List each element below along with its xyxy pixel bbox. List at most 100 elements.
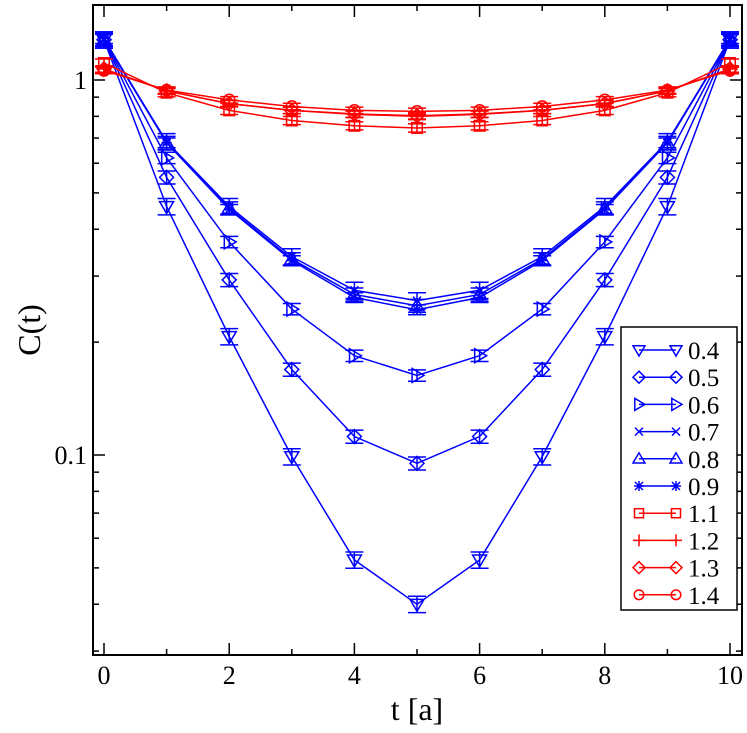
- legend: 0.40.50.60.70.80.91.11.21.31.4: [620, 326, 738, 611]
- marker-star: [599, 204, 610, 215]
- marker-triangle-down: [533, 450, 551, 466]
- marker-triangle-right: [473, 347, 489, 365]
- marker-circle: [670, 589, 682, 601]
- legend-label: 0.6: [688, 392, 719, 419]
- marker-circle: [160, 83, 173, 97]
- marker-diamond: [659, 169, 676, 186]
- marker-diamond: [158, 169, 175, 186]
- series-line: [103, 39, 731, 377]
- marker-triangle-down: [220, 330, 238, 345]
- y-tick-label: 0.1: [55, 441, 88, 470]
- axis-ticks: 0 2 4 6 8 10 0.1 1: [55, 5, 743, 690]
- legend-label: 1.3: [688, 556, 719, 583]
- marker-star: [662, 137, 673, 148]
- marker-triangle-down: [668, 345, 684, 358]
- x-tick-label: 4: [348, 661, 361, 690]
- marker-circle: [410, 104, 424, 118]
- error-bar: [282, 102, 301, 111]
- marker-diamond: [283, 361, 300, 378]
- x-tick-label: 10: [717, 661, 743, 690]
- marker-triangle-right: [160, 149, 176, 167]
- marker-square: [670, 507, 682, 519]
- marker-diamond: [346, 428, 363, 445]
- marker-circle: [535, 100, 549, 113]
- error-bar: [533, 102, 552, 111]
- series-0.9: [95, 32, 739, 316]
- legend-label: 1.2: [688, 528, 719, 555]
- legend-label: 0.8: [688, 447, 719, 474]
- marker-circle: [222, 93, 236, 107]
- series-line: [103, 39, 731, 302]
- legend-entry: 1.1: [633, 501, 719, 528]
- error-bar: [658, 86, 677, 95]
- marker-plus: [670, 534, 682, 547]
- error-bar: [95, 66, 113, 75]
- series-line: [103, 39, 731, 307]
- legend-label: 0.9: [688, 474, 719, 501]
- marker-circle: [598, 93, 612, 107]
- marker-triangle-right: [223, 233, 238, 251]
- y-axis-label: C(t): [11, 304, 47, 356]
- marker-triangle-down: [471, 554, 488, 569]
- marker-diamond: [346, 105, 363, 122]
- marker-diamond: [408, 455, 426, 472]
- x-tick-label: 0: [98, 661, 111, 690]
- legend-entry: 0.6: [634, 392, 719, 419]
- marker-triangle-right: [348, 347, 363, 365]
- marker-triangle-down: [596, 330, 614, 345]
- marker-plus: [633, 534, 645, 547]
- series-0.4: [95, 31, 739, 614]
- marker-star: [634, 481, 644, 491]
- x-tick-label: 2: [223, 661, 236, 690]
- legend-entry: 0.9: [634, 474, 719, 501]
- marker-triangle-down: [408, 598, 426, 613]
- error-bar: [470, 106, 489, 115]
- marker-diamond: [631, 370, 647, 385]
- marker-diamond: [596, 271, 613, 288]
- marker-diamond: [534, 361, 551, 378]
- marker-x: [634, 427, 644, 437]
- marker-triangle-right: [599, 233, 614, 251]
- legend-entry: 1.3: [631, 556, 719, 583]
- marker-diamond: [221, 271, 238, 288]
- y-tick-label: 1: [74, 66, 87, 95]
- marker-triangle-right: [671, 397, 684, 412]
- marker-circle: [633, 589, 645, 601]
- legend-label: 0.5: [688, 365, 719, 392]
- marker-diamond: [631, 560, 647, 575]
- marker-star: [412, 304, 422, 315]
- legend-entry: 1.4: [633, 583, 720, 610]
- marker-triangle-down: [346, 554, 363, 569]
- legend-label: 0.7: [688, 420, 719, 447]
- legend-label: 0.4: [688, 338, 720, 365]
- marker-triangle-right: [661, 149, 676, 167]
- marker-star: [349, 292, 360, 303]
- x-tick-label: 8: [598, 661, 611, 690]
- marker-triangle-up: [631, 451, 647, 464]
- series-1.4: [95, 64, 739, 118]
- error-bar: [595, 95, 614, 104]
- marker-triangle-right: [286, 300, 301, 318]
- x-axis-label: t [a]: [391, 691, 443, 727]
- error-bar: [721, 66, 739, 75]
- marker-star: [286, 255, 297, 266]
- marker-star: [725, 33, 735, 44]
- marker-star: [537, 255, 548, 266]
- series-0.8: [95, 31, 739, 314]
- legend-label: 1.1: [688, 501, 719, 528]
- marker-diamond: [668, 560, 684, 575]
- error-bar: [220, 95, 239, 104]
- marker-triangle-up: [668, 451, 684, 464]
- legend-entry: 0.5: [631, 365, 719, 392]
- legend-entry: 0.7: [634, 420, 719, 447]
- error-bar: [157, 86, 176, 95]
- marker-star: [474, 292, 485, 303]
- marker-circle: [348, 103, 361, 117]
- legend-entry: 0.4: [631, 338, 720, 365]
- error-bar: [345, 106, 364, 115]
- marker-triangle-right: [411, 367, 426, 384]
- marker-triangle-right: [536, 300, 551, 318]
- plot-marks: [95, 31, 739, 614]
- marker-star: [224, 204, 235, 215]
